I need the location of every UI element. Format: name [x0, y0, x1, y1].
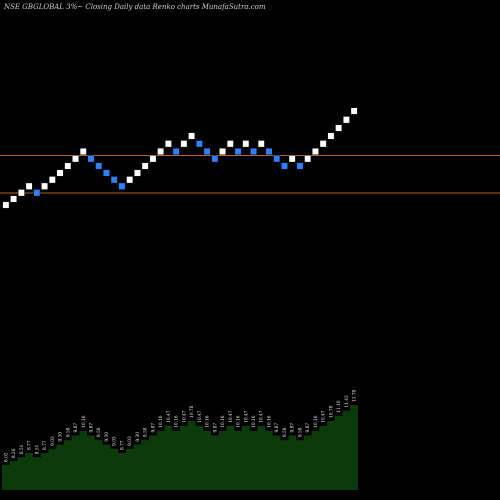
renko-brick: [157, 147, 165, 155]
renko-brick: [165, 140, 172, 148]
renko-brick: [226, 140, 234, 148]
value-label: 9.03: [113, 436, 118, 446]
renko-brick: [180, 140, 188, 148]
value-label: 9.30: [59, 432, 64, 442]
value-label: 10.16: [268, 415, 273, 428]
renko-brick: [41, 182, 48, 190]
renko-brick: [17, 189, 25, 197]
value-label: 8.77: [43, 440, 48, 450]
renko-brick: [319, 140, 327, 148]
renko-brick: [72, 155, 79, 163]
value-label: 8.51: [35, 444, 40, 454]
value-label: 9.58: [66, 427, 71, 437]
renko-brick: [56, 169, 64, 177]
value-label: 8.77: [28, 440, 33, 450]
renko-brick: [350, 107, 358, 115]
renko-brick: [134, 169, 141, 177]
value-label: 9.87: [275, 423, 280, 433]
value-label: 10.16: [82, 415, 87, 428]
value-label: 9.03: [51, 436, 56, 446]
renko-brick: [48, 176, 56, 184]
renko-brick: [95, 162, 103, 170]
value-label: 10.16: [314, 415, 319, 428]
renko-brick: [188, 132, 195, 140]
renko-brick: [273, 155, 281, 163]
value-label: 10.16: [159, 415, 164, 428]
value-label: 10.16: [175, 415, 180, 428]
chart-title: NSE GBGLOBAL 3%~ Closing Daily data Renk…: [3, 3, 266, 11]
value-label: 10.47: [260, 410, 265, 423]
value-label: 9.58: [97, 427, 102, 437]
renko-brick: [64, 162, 72, 170]
value-label: 10.47: [182, 410, 187, 423]
renko-bricks: [2, 107, 358, 209]
renko-brick: [25, 182, 33, 190]
value-label: 8.51: [20, 444, 25, 454]
volume-area-fill: [2, 405, 358, 490]
renko-brick: [110, 176, 118, 184]
value-label: 9.58: [144, 427, 149, 437]
renko-brick: [141, 162, 149, 170]
renko-brick: [327, 132, 335, 140]
reference-lines: [0, 155, 500, 194]
value-label: 9.87: [213, 423, 218, 433]
value-label: 9.87: [151, 423, 156, 433]
value-label: 9.58: [283, 427, 288, 437]
value-label: 9.87: [291, 423, 296, 433]
renko-brick: [304, 155, 312, 163]
renko-brick: [2, 201, 10, 209]
value-label: 11.78: [353, 389, 358, 402]
renko-brick: [265, 147, 273, 155]
value-label: 9.87: [306, 423, 311, 433]
renko-brick: [211, 155, 219, 163]
value-label: 9.03: [128, 436, 133, 446]
renko-brick: [343, 116, 350, 124]
renko-brick: [10, 195, 17, 203]
value-label: 10.78: [190, 405, 195, 418]
renko-brick: [203, 147, 211, 155]
renko-brick: [288, 155, 296, 163]
renko-brick: [257, 140, 265, 148]
value-label: 8.02: [4, 452, 9, 462]
value-label: 10.47: [198, 410, 203, 423]
value-label: 9.58: [298, 427, 303, 437]
renko-brick: [195, 140, 203, 148]
renko-brick: [250, 147, 257, 155]
renko-brick: [118, 182, 126, 190]
value-label: 10.47: [229, 410, 234, 423]
renko-brick: [87, 155, 95, 163]
value-label: 11.10: [337, 400, 342, 413]
renko-brick: [149, 155, 157, 163]
renko-brick: [219, 147, 226, 155]
renko-brick: [126, 176, 134, 184]
value-label: 11.43: [345, 395, 350, 408]
value-label: 9.87: [90, 423, 95, 433]
renko-brick: [172, 147, 180, 155]
value-label: 10.16: [252, 415, 257, 428]
renko-brick: [103, 169, 110, 177]
value-label: 9.87: [74, 423, 79, 433]
value-label: 9.30: [136, 432, 141, 442]
renko-brick: [79, 147, 87, 155]
value-label: 10.47: [244, 410, 249, 423]
renko-brick: [312, 147, 319, 155]
renko-brick: [234, 147, 242, 155]
value-label: 10.16: [206, 415, 211, 428]
renko-brick: [242, 140, 250, 148]
value-label: 10.47: [167, 410, 172, 423]
value-label: 10.78: [329, 405, 334, 418]
renko-brick: [281, 162, 288, 170]
value-label: 10.16: [237, 415, 242, 428]
renko-brick: [296, 162, 304, 170]
value-label: 10.16: [221, 415, 226, 428]
value-label: 9.30: [105, 432, 110, 442]
renko-brick: [335, 124, 343, 132]
renko-brick: [33, 189, 41, 197]
value-label: 8.77: [120, 440, 125, 450]
value-label: 8.26: [12, 448, 17, 458]
value-label: 10.47: [322, 410, 327, 423]
volume-area: 8.02 8.26 8.51 8.77 8.51 8.77 9.03 9.30 9.58 9.87…: [2, 389, 358, 490]
